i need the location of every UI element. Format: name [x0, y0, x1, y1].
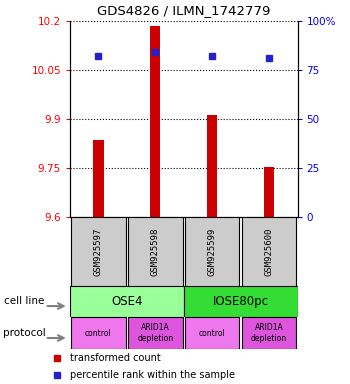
Bar [207, 115, 217, 217]
Bar [71, 317, 126, 349]
Text: transformed count: transformed count [70, 353, 160, 363]
Bar [70, 286, 184, 317]
Text: GSM925599: GSM925599 [208, 227, 217, 276]
Text: control: control [199, 329, 225, 338]
Text: protocol: protocol [4, 328, 46, 338]
Bar [185, 317, 239, 349]
Text: ARID1A
depletion: ARID1A depletion [251, 323, 287, 343]
Text: OSE4: OSE4 [111, 295, 143, 308]
Text: percentile rank within the sample: percentile rank within the sample [70, 370, 235, 381]
Bar [128, 217, 183, 286]
Text: cell line: cell line [4, 296, 44, 306]
Bar [71, 217, 126, 286]
Text: ARID1A
depletion: ARID1A depletion [137, 323, 173, 343]
Title: GDS4826 / ILMN_1742779: GDS4826 / ILMN_1742779 [97, 4, 271, 17]
Text: IOSE80pc: IOSE80pc [213, 295, 269, 308]
Text: GSM925597: GSM925597 [94, 227, 103, 276]
Bar [128, 317, 183, 349]
Text: control: control [85, 329, 112, 338]
Bar [242, 217, 296, 286]
Bar [150, 26, 160, 217]
Text: GSM925600: GSM925600 [265, 227, 274, 276]
Bar [93, 140, 104, 217]
Text: GSM925598: GSM925598 [151, 227, 160, 276]
Bar [242, 317, 296, 349]
Bar [184, 286, 298, 317]
Bar [185, 217, 239, 286]
Bar [264, 167, 274, 217]
